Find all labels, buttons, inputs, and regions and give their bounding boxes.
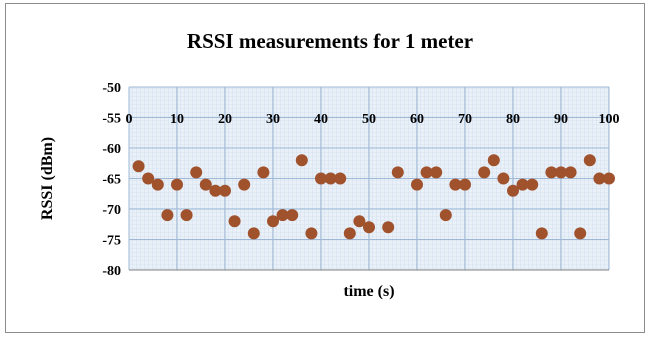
data-point [363, 221, 375, 233]
data-point [286, 209, 298, 221]
data-point [430, 166, 442, 178]
x-tick-label: 80 [506, 112, 520, 127]
y-tick-label: -65 [102, 173, 121, 188]
x-tick-label: 90 [554, 112, 568, 127]
data-point [296, 154, 308, 166]
chart-title: RSSI measurements for 1 meter [187, 29, 473, 53]
data-point [392, 166, 404, 178]
data-point [382, 221, 394, 233]
x-axis-label: time (s) [343, 283, 394, 300]
y-axis-ticks: -50 -55 -60 -65 -70 -75 -80 [102, 81, 121, 279]
data-point [411, 179, 423, 191]
x-tick-label: 0 [126, 112, 133, 127]
data-point [584, 154, 596, 166]
data-point [161, 209, 173, 221]
x-tick-label: 70 [458, 112, 472, 127]
x-tick-label: 100 [599, 112, 620, 127]
x-tick-label: 40 [314, 112, 328, 127]
data-point [526, 179, 538, 191]
data-point [488, 154, 500, 166]
data-point [574, 227, 586, 239]
data-point [344, 227, 356, 239]
data-point [181, 209, 193, 221]
data-point [603, 173, 615, 185]
data-point [440, 209, 452, 221]
x-tick-label: 60 [410, 112, 424, 127]
y-tick-label: -60 [102, 142, 121, 157]
data-point [133, 160, 145, 172]
data-point [459, 179, 471, 191]
data-point [152, 179, 164, 191]
data-point [219, 185, 231, 197]
data-point [238, 179, 250, 191]
data-point [536, 227, 548, 239]
x-tick-label: 10 [170, 112, 184, 127]
y-tick-label: -55 [102, 112, 121, 127]
y-tick-label: -70 [102, 203, 121, 218]
data-point [565, 166, 577, 178]
data-point [229, 215, 241, 227]
y-axis-label: RSSI (dBm) [39, 137, 56, 220]
data-point [334, 173, 346, 185]
y-tick-label: -75 [102, 234, 121, 249]
x-tick-label: 20 [218, 112, 232, 127]
x-tick-label: 30 [266, 112, 280, 127]
data-point [497, 173, 509, 185]
data-point [190, 166, 202, 178]
data-point [248, 227, 260, 239]
data-point [305, 227, 317, 239]
data-point [257, 166, 269, 178]
x-tick-label: 50 [362, 112, 376, 127]
y-tick-label: -50 [102, 81, 121, 96]
data-point [171, 179, 183, 191]
data-point [478, 166, 490, 178]
y-tick-label: -80 [102, 264, 121, 279]
